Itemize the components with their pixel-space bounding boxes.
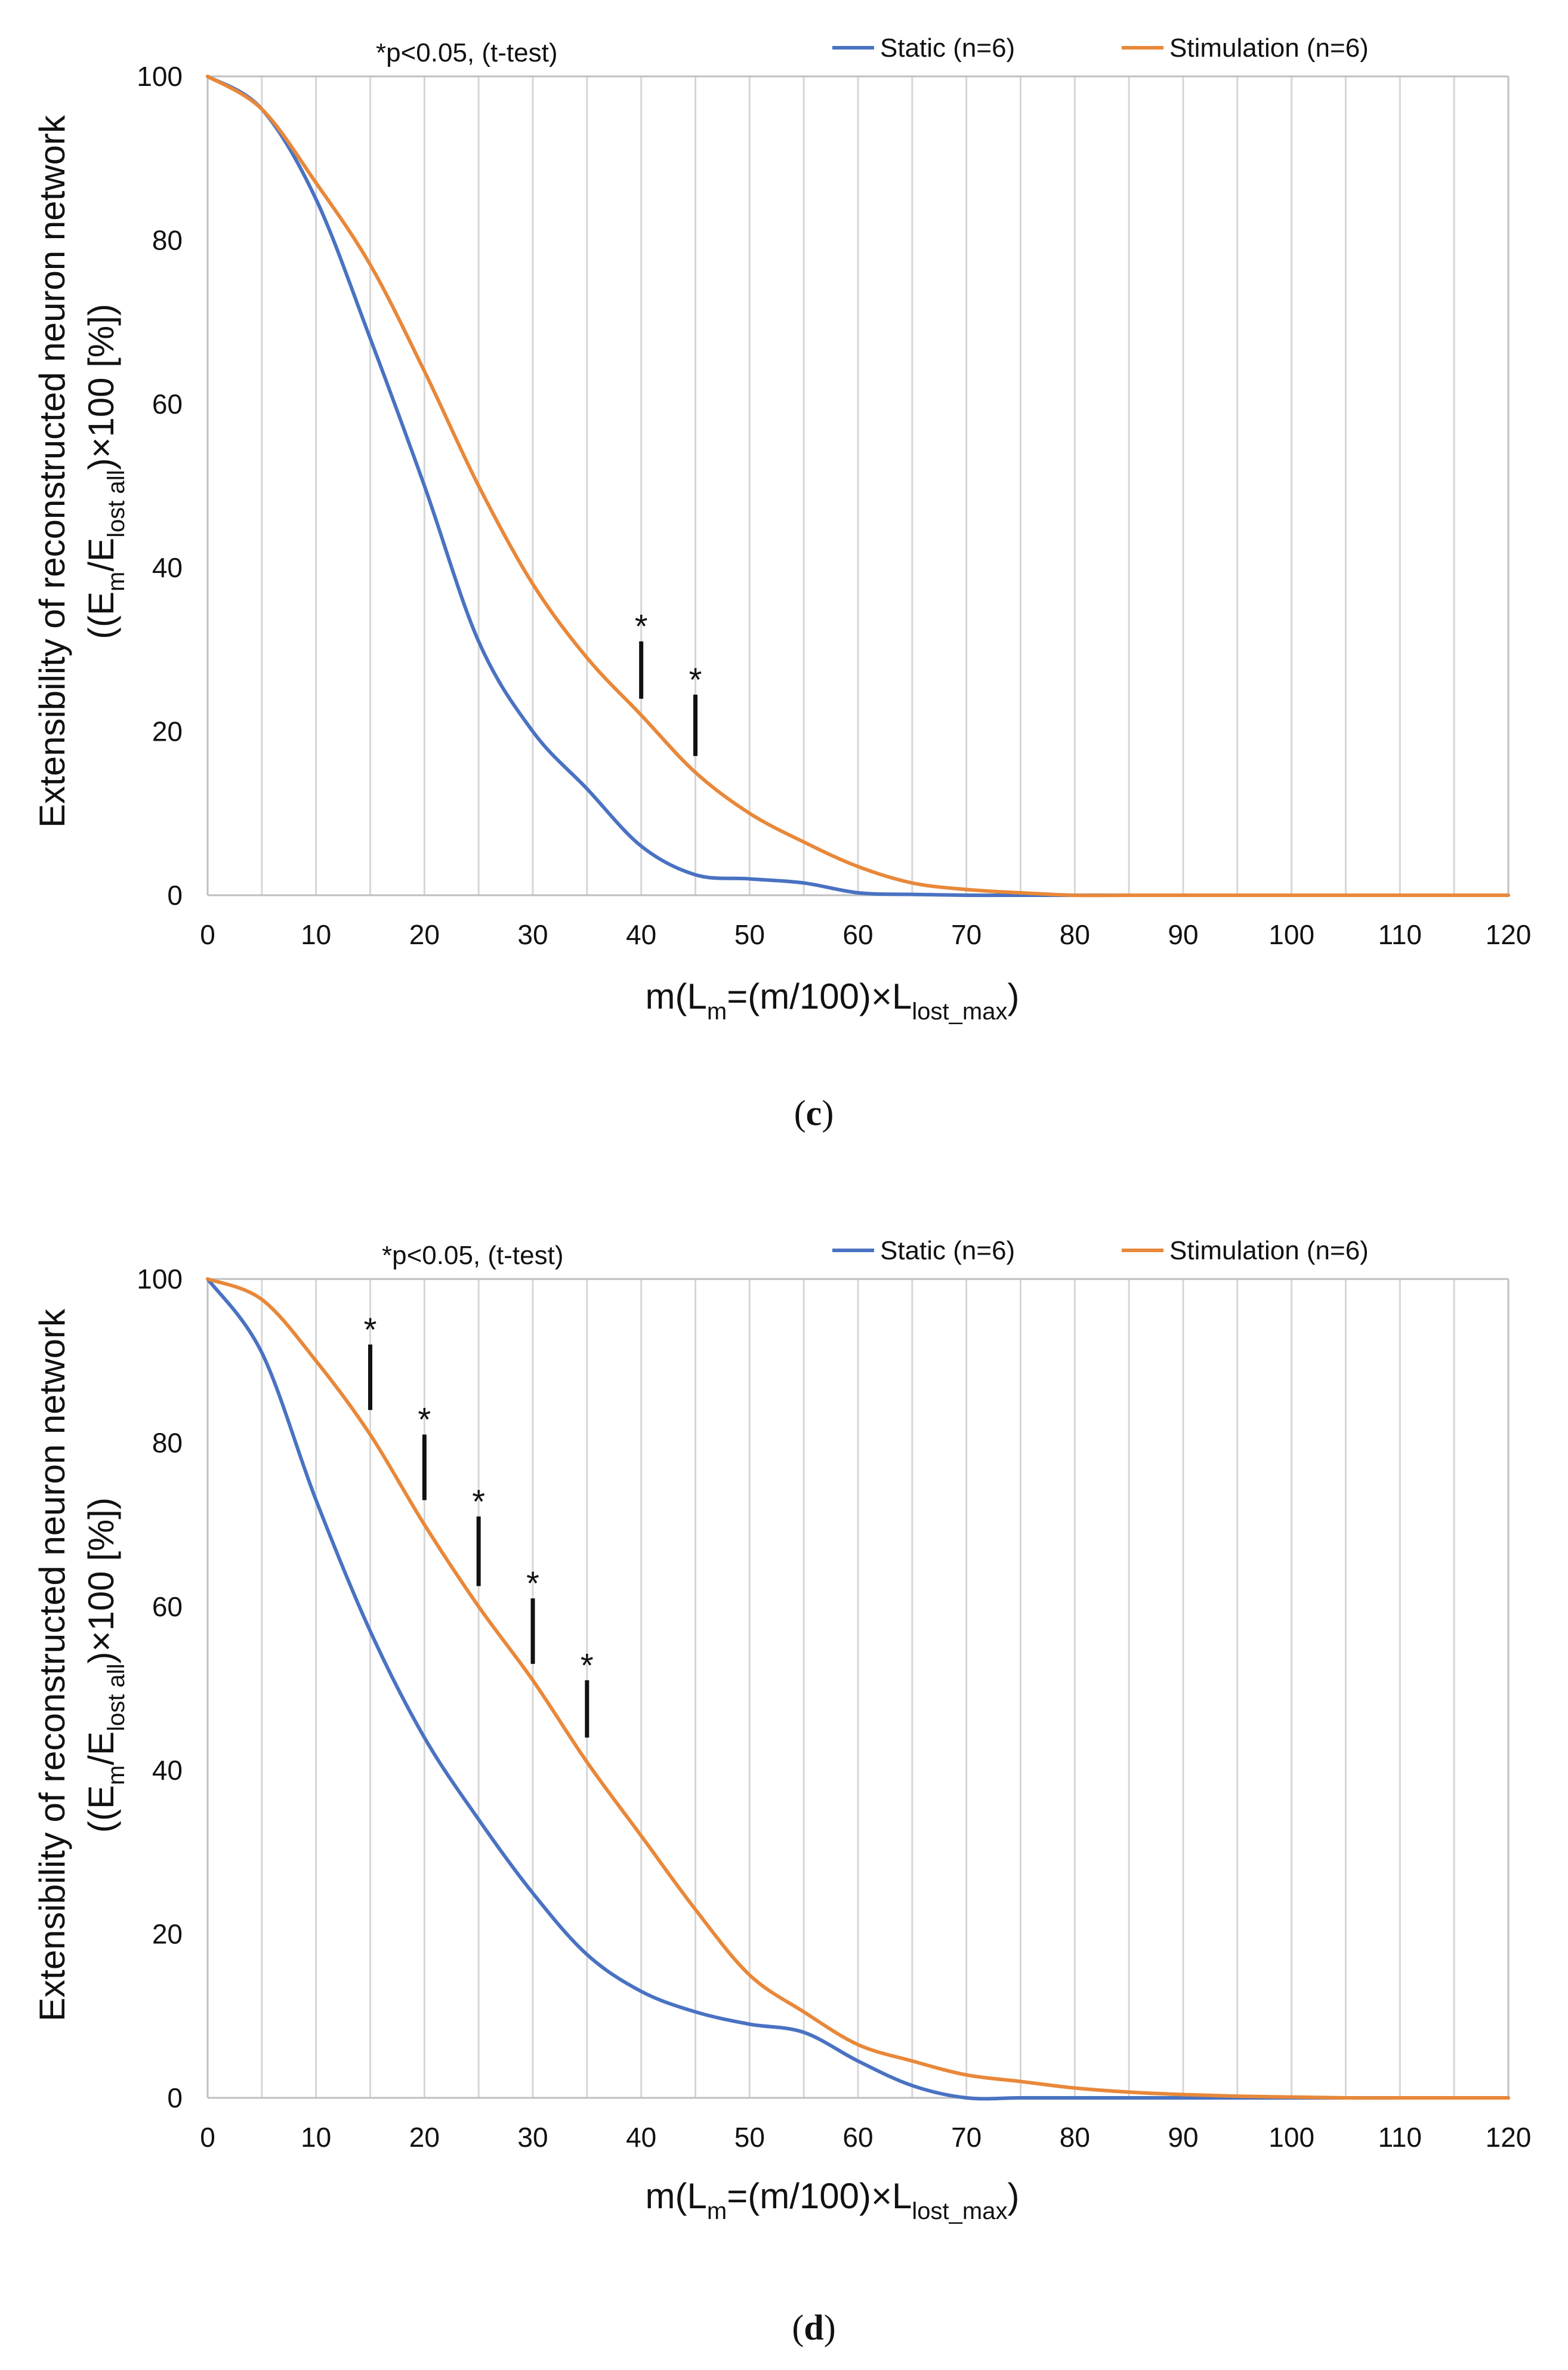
series-lines <box>206 1277 1510 2101</box>
y-axis-title-line1: Extensibility of reconstructed neuron ne… <box>32 115 72 828</box>
axes <box>206 1278 1510 2099</box>
y-tick-label: 20 <box>152 716 183 747</box>
legend-label-static: Static (n=6) <box>880 1236 1015 1265</box>
significance-star: * <box>418 1401 431 1438</box>
x-tick-label: 120 <box>1486 919 1532 950</box>
x-tick-label: 60 <box>842 919 873 950</box>
annotation-text: *p<0.05, (t-test) <box>376 38 557 67</box>
x-tick-label: 100 <box>1268 2122 1314 2153</box>
y-axis-title: Extensibility of reconstructed neuron ne… <box>32 1308 129 2021</box>
y-tick-label: 80 <box>152 224 183 255</box>
x-tick-label: 20 <box>409 2122 440 2153</box>
x-tick-label: 110 <box>1378 2122 1422 2153</box>
y-axis-title-line2: ((Em/Elost all)×100 [%]) <box>81 1497 129 1833</box>
panel-label-d: (d) <box>792 2308 835 2347</box>
y-tick-label: 20 <box>152 1919 183 1950</box>
x-tick-label: 90 <box>1168 919 1198 950</box>
x-tick-label: 50 <box>734 2122 765 2153</box>
chart-c-svg: 0 10 20 30 40 50 60 70 80 90 100 110 120 0 20 40 60 80 10… <box>32 33 1531 1133</box>
significance-markers: ** <box>635 608 702 756</box>
y-tick-labels: 0 20 40 60 80 100 <box>137 61 183 911</box>
x-tick-label: 70 <box>951 919 981 950</box>
significance-star: * <box>364 1311 377 1348</box>
x-tick-labels: 0 10 20 30 40 50 60 70 80 90 100 110 120 <box>200 2122 1531 2153</box>
chart-panel-d: 0 10 20 30 40 50 60 70 80 90 100 110 120 0 20 40 60 80 10… <box>0 1185 1568 2369</box>
x-tick-label: 80 <box>1060 919 1090 950</box>
x-tick-label: 80 <box>1060 2122 1090 2153</box>
y-tick-label: 100 <box>137 1263 183 1295</box>
series-line-stimulation <box>206 75 1510 898</box>
series-lines <box>206 75 1510 898</box>
significance-markers: * * * * * <box>364 1311 594 1738</box>
legend-label-stimulation: Stimulation (n=6) <box>1169 33 1369 63</box>
x-tick-label: 120 <box>1486 2122 1532 2153</box>
grid-lines <box>261 1279 1455 2098</box>
grid-lines <box>261 76 1455 895</box>
chart-d-svg: 0 10 20 30 40 50 60 70 80 90 100 110 120 0 20 40 60 80 10… <box>32 1236 1531 2347</box>
legend: Static (n=6) Stimulation (n=6) <box>832 33 1369 63</box>
y-tick-label: 0 <box>167 2082 183 2113</box>
x-tick-label: 10 <box>301 919 331 950</box>
y-tick-label: 60 <box>152 1591 183 1622</box>
x-tick-label: 40 <box>626 919 656 950</box>
y-tick-label: 100 <box>137 61 183 92</box>
x-tick-labels: 0 10 20 30 40 50 60 70 80 90 100 110 120 <box>200 919 1531 950</box>
y-tick-labels: 0 20 40 60 80 100 <box>137 1263 183 2113</box>
series-line-stimulation <box>206 1277 1510 2100</box>
significance-star: * <box>689 661 702 698</box>
y-tick-label: 40 <box>152 1755 183 1786</box>
y-tick-label: 60 <box>152 389 183 420</box>
significance-star: * <box>581 1646 594 1684</box>
significance-star: * <box>526 1564 539 1602</box>
x-axis-title: m(Lm=(m/100)×Llost_max) <box>646 2176 1020 2224</box>
x-tick-label: 40 <box>626 2122 656 2153</box>
y-tick-label: 0 <box>167 880 183 911</box>
panel-label-c: (c) <box>794 1093 834 1133</box>
x-tick-label: 100 <box>1268 919 1314 950</box>
significance-star: * <box>472 1483 485 1520</box>
y-tick-label: 40 <box>152 552 183 583</box>
x-tick-label: 110 <box>1378 919 1422 950</box>
x-tick-label: 10 <box>301 2122 331 2153</box>
x-tick-label: 50 <box>734 919 765 950</box>
x-tick-label: 60 <box>842 2122 873 2153</box>
annotation-text: *p<0.05, (t-test) <box>382 1241 563 1270</box>
y-tick-label: 80 <box>152 1427 183 1458</box>
x-tick-label: 90 <box>1168 2122 1198 2153</box>
x-tick-label: 70 <box>951 2122 981 2153</box>
x-tick-label: 0 <box>200 919 215 950</box>
chart-panel-c: 0 10 20 30 40 50 60 70 80 90 100 110 120 0 20 40 60 80 10… <box>32 33 1531 1133</box>
legend-label-stimulation: Stimulation (n=6) <box>1169 1236 1369 1265</box>
x-axis-title: m(Lm=(m/100)×Llost_max) <box>646 976 1020 1025</box>
x-tick-label: 0 <box>200 2122 215 2153</box>
legend-label-static: Static (n=6) <box>880 33 1015 63</box>
x-tick-label: 30 <box>517 2122 548 2153</box>
significance-star: * <box>635 608 648 645</box>
legend: Static (n=6) Stimulation (n=6) <box>832 1236 1369 1265</box>
x-tick-label: 20 <box>409 919 440 950</box>
y-axis-title-line1: Extensibility of reconstructed neuron ne… <box>32 1308 72 2021</box>
x-tick-label: 30 <box>517 919 548 950</box>
y-axis-title-line2: ((Em/Elost all)×100 [%]) <box>81 304 129 639</box>
y-axis-title: Extensibility of reconstructed neuron ne… <box>32 115 129 828</box>
